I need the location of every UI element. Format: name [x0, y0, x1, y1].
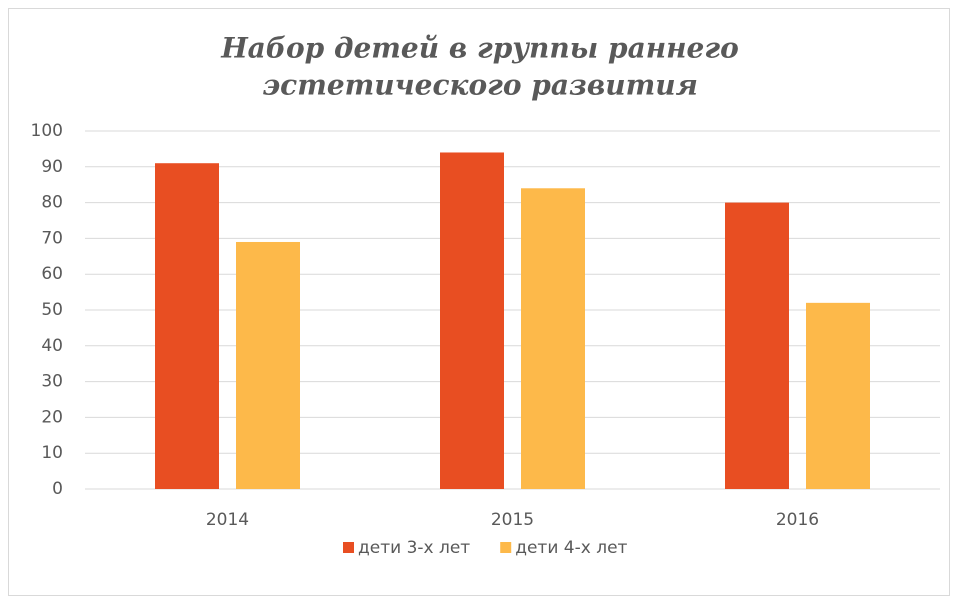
bar	[725, 202, 789, 489]
y-tick-label: 0	[52, 479, 63, 499]
y-tick-label: 50	[41, 300, 63, 320]
x-tick-label: 2016	[776, 510, 819, 530]
bar	[440, 152, 504, 490]
legend-label: дети 3-х лет	[358, 538, 470, 558]
y-tick-label: 100	[31, 121, 63, 141]
x-tick-label: 2014	[206, 510, 249, 530]
x-tick-label: 2015	[491, 510, 534, 530]
legend-swatch	[343, 542, 354, 553]
y-tick-label: 20	[41, 407, 63, 427]
legend-label: дети 4-х лет	[515, 538, 627, 558]
chart-title: Набор детей в группы раннего	[220, 32, 739, 65]
bar	[155, 163, 219, 489]
chart-title: эстетического развития	[262, 69, 698, 102]
y-tick-label: 30	[41, 372, 63, 392]
bar	[806, 302, 870, 489]
y-tick-label: 90	[41, 157, 63, 177]
y-tick-label: 80	[41, 193, 63, 213]
y-tick-label: 10	[41, 443, 63, 463]
y-tick-label: 60	[41, 264, 63, 284]
y-tick-label: 70	[41, 228, 63, 248]
bar	[521, 188, 585, 489]
y-tick-label: 40	[41, 336, 63, 356]
legend-swatch	[500, 542, 512, 553]
bar	[236, 241, 300, 489]
